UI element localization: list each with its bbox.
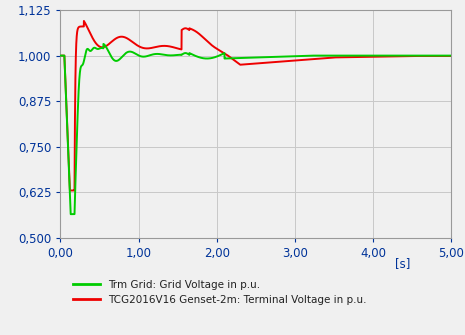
Legend: Trm Grid: Grid Voltage in p.u., TCG2016V16 Genset-2m: Terminal Voltage in p.u.: Trm Grid: Grid Voltage in p.u., TCG2016V… <box>73 279 366 305</box>
Text: [s]: [s] <box>395 257 410 270</box>
